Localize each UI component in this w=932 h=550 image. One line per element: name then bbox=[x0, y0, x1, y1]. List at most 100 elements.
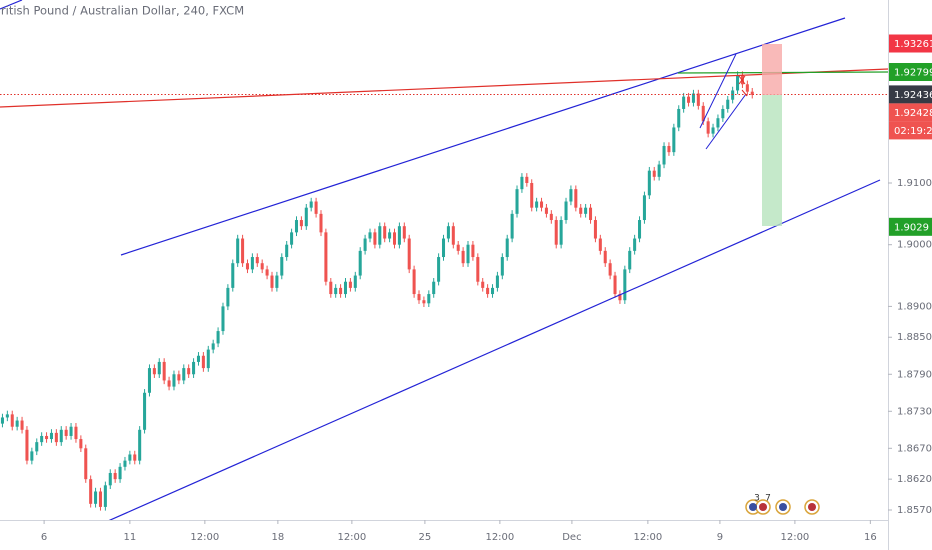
candle-body bbox=[432, 281, 436, 295]
candle-body bbox=[143, 392, 147, 430]
candle-body bbox=[750, 91, 754, 95]
candle-body bbox=[339, 287, 343, 295]
candle-body bbox=[35, 442, 39, 452]
candle-body bbox=[731, 90, 735, 100]
countdown: 02:19:27 bbox=[894, 126, 932, 137]
candle-body bbox=[10, 414, 14, 427]
chart-title: British Pound / Australian Dollar, 240, … bbox=[0, 4, 244, 18]
candle-body bbox=[584, 207, 588, 214]
candle-body bbox=[348, 281, 352, 288]
candle-body bbox=[427, 294, 431, 304]
x-tick-label: 25 bbox=[419, 532, 432, 543]
x-tick-label: 6 bbox=[41, 532, 47, 543]
candle-body bbox=[564, 201, 568, 221]
candle-body bbox=[25, 429, 29, 461]
candle-body bbox=[182, 368, 186, 381]
countdown-bg bbox=[889, 121, 932, 140]
wedge-upper bbox=[699, 53, 737, 129]
candle-body bbox=[515, 189, 519, 214]
candle-body bbox=[554, 220, 558, 245]
candle-body bbox=[525, 176, 529, 183]
candle-body bbox=[187, 368, 191, 375]
candle-body bbox=[593, 220, 597, 239]
candle-body bbox=[696, 93, 700, 106]
candle-body bbox=[133, 454, 137, 461]
candle-body bbox=[726, 99, 730, 109]
price-label: 1.9029 bbox=[894, 222, 929, 233]
candle-body bbox=[647, 170, 651, 196]
candle-body bbox=[118, 466, 122, 480]
candle-body bbox=[285, 244, 289, 258]
candle-body bbox=[633, 238, 637, 251]
price-label-bg bbox=[889, 217, 932, 236]
candle-body bbox=[280, 257, 284, 276]
price-label-bg bbox=[889, 103, 932, 122]
price-label-bg bbox=[889, 34, 932, 53]
candle-body bbox=[481, 281, 485, 288]
candle-body bbox=[98, 491, 102, 507]
flag bbox=[808, 503, 816, 511]
price-label-bg bbox=[889, 63, 932, 82]
candle-body bbox=[486, 287, 490, 295]
event-count: 7 bbox=[765, 494, 771, 504]
candle-body bbox=[540, 201, 544, 208]
candle-body bbox=[64, 429, 68, 436]
price-label-bg bbox=[889, 85, 932, 104]
candle-body bbox=[216, 331, 220, 344]
candle-body bbox=[152, 368, 156, 375]
candle-body bbox=[446, 226, 450, 239]
candle-body bbox=[392, 232, 397, 245]
candle-body bbox=[196, 355, 200, 362]
candle-body bbox=[505, 238, 509, 258]
candle-body bbox=[500, 257, 504, 276]
wedge-lower bbox=[705, 93, 747, 150]
candle-body bbox=[69, 426, 73, 436]
x-tick-label: 12:00 bbox=[485, 532, 514, 543]
target-line bbox=[677, 71, 888, 74]
candle-body bbox=[378, 226, 382, 245]
y-tick-label: 1.85700 bbox=[897, 505, 932, 516]
candle-body bbox=[211, 343, 215, 350]
candle-body bbox=[657, 164, 661, 177]
candle-body bbox=[598, 238, 602, 251]
candle-body bbox=[535, 201, 539, 208]
price-label: 1.92428 bbox=[894, 108, 932, 119]
candle-body bbox=[226, 287, 230, 307]
x-tick-label: Dec bbox=[562, 532, 581, 543]
y-tick-label: 1.87900 bbox=[897, 369, 932, 380]
candle-body bbox=[270, 275, 274, 288]
candle-body bbox=[642, 195, 646, 221]
event-count: 3 bbox=[754, 494, 760, 504]
candle-body bbox=[510, 213, 514, 239]
x-tick-label: 9 bbox=[717, 532, 723, 543]
candle-body bbox=[103, 485, 107, 507]
candle-body bbox=[677, 108, 681, 128]
y-tick-label: 1.88500 bbox=[897, 332, 932, 343]
candle-body bbox=[138, 429, 142, 461]
candle-body bbox=[334, 287, 338, 295]
candle-body bbox=[304, 207, 308, 227]
candle-body bbox=[451, 226, 455, 245]
candle-body bbox=[0, 417, 4, 424]
target-zone bbox=[762, 95, 782, 226]
candle-body bbox=[579, 207, 583, 214]
candle-body bbox=[495, 275, 499, 288]
flag bbox=[759, 503, 767, 511]
candle-body bbox=[667, 145, 671, 153]
candle-body bbox=[265, 269, 269, 276]
candle-body bbox=[162, 361, 166, 381]
x-tick-label: 18 bbox=[272, 532, 285, 543]
candle-body bbox=[437, 257, 441, 282]
candle-body bbox=[299, 220, 303, 227]
markers bbox=[738, 75, 748, 97]
candle-body bbox=[290, 232, 294, 245]
candle-body bbox=[128, 454, 132, 461]
resistance-line bbox=[0, 68, 888, 108]
candle-body bbox=[383, 226, 387, 239]
drawings bbox=[0, 0, 888, 520]
candle-body bbox=[206, 349, 210, 369]
candle-body bbox=[59, 429, 63, 443]
candle-body bbox=[319, 213, 323, 233]
